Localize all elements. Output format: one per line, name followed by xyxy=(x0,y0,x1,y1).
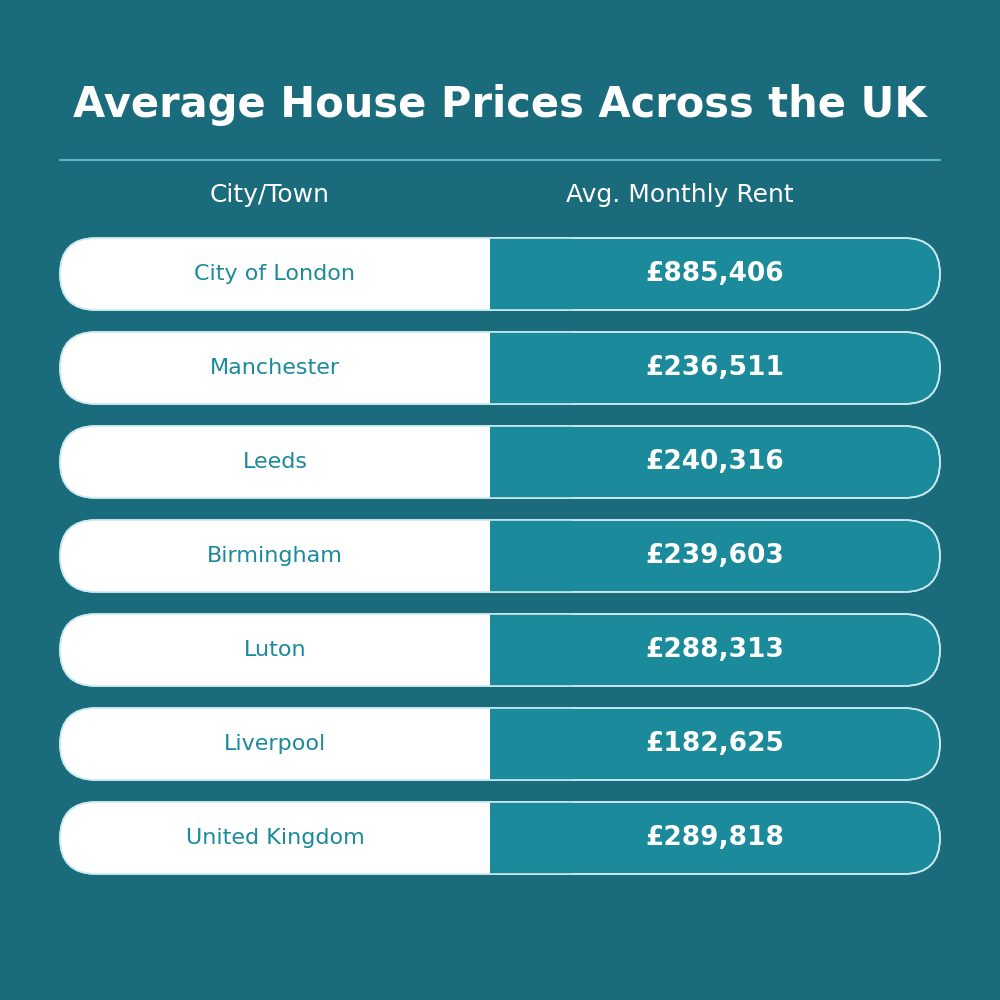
FancyBboxPatch shape xyxy=(60,332,940,404)
Text: City/Town: City/Town xyxy=(210,183,330,207)
FancyBboxPatch shape xyxy=(60,802,562,874)
FancyBboxPatch shape xyxy=(60,426,562,498)
Text: Leeds: Leeds xyxy=(242,452,308,472)
Text: £236,511: £236,511 xyxy=(646,355,784,381)
Text: £289,818: £289,818 xyxy=(646,825,784,851)
Bar xyxy=(490,426,572,498)
Text: Liverpool: Liverpool xyxy=(224,734,326,754)
FancyBboxPatch shape xyxy=(60,238,940,310)
Text: £182,625: £182,625 xyxy=(646,731,784,757)
Text: £288,313: £288,313 xyxy=(646,637,784,663)
Bar xyxy=(490,708,572,780)
FancyBboxPatch shape xyxy=(60,802,940,874)
Text: £240,316: £240,316 xyxy=(646,449,784,475)
Bar xyxy=(490,520,572,592)
Text: Luton: Luton xyxy=(244,640,306,660)
Text: £885,406: £885,406 xyxy=(646,261,784,287)
Text: Average House Prices Across the UK: Average House Prices Across the UK xyxy=(73,84,927,126)
Text: Avg. Monthly Rent: Avg. Monthly Rent xyxy=(566,183,794,207)
FancyBboxPatch shape xyxy=(60,520,940,592)
FancyBboxPatch shape xyxy=(60,238,562,310)
Text: United Kingdom: United Kingdom xyxy=(186,828,364,848)
Bar xyxy=(490,238,572,310)
Bar xyxy=(490,802,572,874)
FancyBboxPatch shape xyxy=(60,520,562,592)
FancyBboxPatch shape xyxy=(60,614,940,686)
FancyBboxPatch shape xyxy=(60,426,940,498)
FancyBboxPatch shape xyxy=(60,614,562,686)
FancyBboxPatch shape xyxy=(60,332,562,404)
FancyBboxPatch shape xyxy=(60,708,562,780)
Text: £239,603: £239,603 xyxy=(646,543,784,569)
FancyBboxPatch shape xyxy=(60,708,940,780)
Bar xyxy=(490,332,572,404)
Bar xyxy=(490,614,572,686)
Text: Birmingham: Birmingham xyxy=(207,546,343,566)
Text: City of London: City of London xyxy=(194,264,356,284)
Text: Manchester: Manchester xyxy=(210,358,340,378)
